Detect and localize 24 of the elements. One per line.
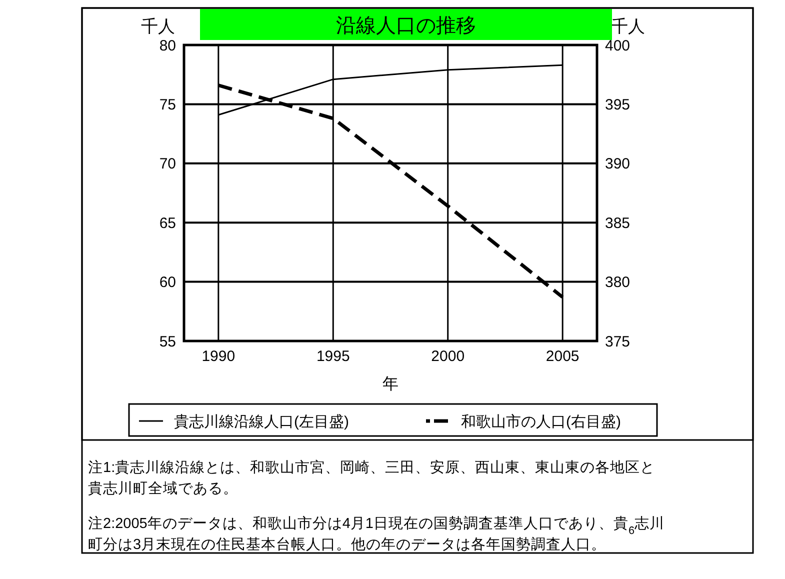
text: 注2:2005年のデータは、和歌山市分は4月1日現在の国勢調査基準人口であり、貴$_{6}$志川町分は3月末現在の住民基本台帳人口。他の年のデータは各年国勢調査人口。 [88,516,665,553]
y-axis-title: 千人 [141,17,175,36]
legend-label: 和歌山市の人口(右目盛) [461,413,621,430]
y-tick-label: 80 [159,37,176,54]
y2-tick-label: 380 [605,274,630,292]
y2-tick-label: 395 [605,96,630,114]
y-tick-label: 60 [159,274,176,292]
y2-tick-label: 385 [605,214,630,232]
x-tick-label: 1990 [202,348,236,365]
y2-axis-title: 千人 [611,17,645,36]
chart-title: 沿線人口の推移 [336,15,476,37]
text: 注1:貴志川線沿線とは、和歌山市宮、岡崎、三田、安原、西山東、東山東の各地区と貴志川町全域である。 [88,459,656,497]
y-tick-label: 70 [159,156,176,173]
y-tick-label: 65 [159,214,176,232]
y2-tick-label: 400 [605,37,630,54]
x-axis-title: 年 [382,376,398,393]
y-tick-label: 75 [159,96,176,114]
x-tick-label: 2000 [431,348,465,365]
legend-label: 貴志川線沿線人口(左目盛) [174,413,349,430]
y2-tick-label: 375 [605,333,630,350]
y2-tick-label: 390 [605,156,630,173]
y-tick-label: 55 [159,333,176,350]
x-tick-label: 2005 [546,348,580,365]
x-tick-label: 1995 [316,348,350,365]
